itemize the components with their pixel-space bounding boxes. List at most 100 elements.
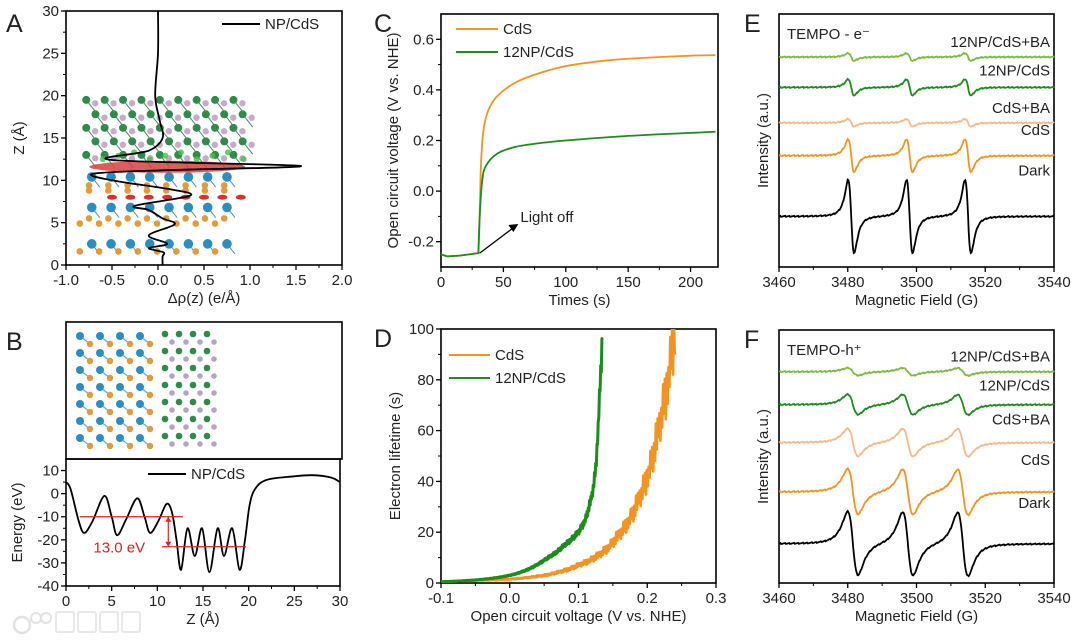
panel-letter: B	[6, 328, 23, 356]
light-off-label: Light off	[520, 209, 574, 226]
probe-title: TEMPO - e⁻	[787, 26, 870, 43]
cds-trace-label: CdS	[1021, 122, 1050, 139]
panel-letter: E	[744, 10, 761, 38]
x-tick-label: 3500	[900, 590, 933, 607]
panel-letter: A	[6, 10, 23, 38]
y-axis-title: Energy (eV)	[9, 482, 26, 562]
x-tick-label: 3460	[762, 274, 795, 291]
x-tick-label: 3540	[1037, 274, 1070, 291]
y-tick-label: 60	[417, 423, 434, 440]
cds-trace-label: CdS	[1021, 452, 1050, 469]
np-cds-legend-label: 12NP/CdS	[503, 44, 574, 61]
cds-epr-trace	[778, 467, 1055, 517]
y-tick-label: 30	[42, 3, 59, 20]
x-tick-label: 0.5	[194, 272, 215, 289]
y-tick-label: 20	[42, 88, 59, 105]
y-tick-label: 10	[42, 463, 59, 480]
x-tick-label: 0.2	[637, 590, 658, 607]
x-tick-label: 3480	[831, 274, 864, 291]
y-tick-label: 0.4	[413, 82, 434, 99]
y-tick-label: -20	[37, 532, 59, 549]
np-cds-lifetime-line	[441, 337, 604, 583]
probe-title: TEMPO-h⁺	[787, 342, 862, 359]
panel-c: 0 50 100 150 200 -0.2 0.0 0.2 0.4 0.6 Times (s) Ope…	[374, 10, 719, 309]
y-tick-label: 0	[426, 575, 434, 592]
panel-e: 3460 3480 3500 3520 3540 Magnetic Field (G) In…	[744, 10, 1071, 309]
y-tick-label: 40	[417, 473, 434, 490]
x-tick-label: 150	[616, 274, 641, 291]
y-axis-title: Electron lifetime (s)	[387, 392, 404, 520]
y-tick-label: 0.0	[413, 183, 434, 200]
y-tick-label: 0.2	[413, 133, 434, 150]
panel-letter: C	[374, 10, 392, 38]
dark-epr-trace	[778, 509, 1055, 578]
y-tick-label: 10	[42, 172, 59, 189]
x-axis-title: Δρ(z) (e/Å)	[168, 290, 241, 307]
x-tick-label: 50	[495, 274, 512, 291]
atomic-structure-illustration	[76, 95, 255, 255]
cds-ocv-line	[440, 54, 716, 258]
panel-f: 3460 3480 3500 3520 3540 Magnetic Field (G) In…	[744, 326, 1071, 625]
12np-cds-epr-trace	[778, 392, 1055, 417]
x-axis-title: Open circuit voltage (V vs. NHE)	[471, 608, 687, 625]
y-axis-title: Z (Å)	[11, 121, 28, 154]
cds-ba-epr-trace	[778, 117, 1055, 128]
12np-cds-trace-label: 12NP/CdS	[979, 378, 1050, 395]
cds-epr-trace	[778, 137, 1055, 174]
np-cds-legend-label: NP/CdS	[191, 466, 245, 483]
y-tick-label: 25	[42, 45, 59, 62]
cds-lifetime-line	[441, 329, 677, 583]
y-tick-label: 20	[417, 524, 434, 541]
y-axis-title: Intensity (a.u.)	[755, 93, 772, 188]
12np-cds-ba-epr-trace	[778, 51, 1055, 62]
x-axis-title: Z (Å)	[186, 611, 219, 628]
plot-frame	[440, 328, 717, 584]
np-cds-legend-label: 12NP/CdS	[495, 370, 566, 387]
arrow-head	[508, 223, 519, 232]
x-tick-label: -0.5	[99, 272, 125, 289]
x-tick-label: 5	[107, 593, 115, 610]
light-off-arrow	[479, 226, 515, 254]
y-tick-label: -0.2	[408, 234, 434, 251]
x-tick-label: 200	[678, 274, 703, 291]
plot-frame	[778, 13, 1055, 268]
x-tick-label: 0.0	[499, 590, 520, 607]
y-axis-title: Open circuit voltage (V vs. NHE)	[385, 33, 402, 249]
y-tick-label: 0	[51, 257, 59, 274]
x-tick-label: 3480	[831, 590, 864, 607]
x-tick-label: 3520	[969, 590, 1002, 607]
x-tick-label: 1.0	[240, 272, 261, 289]
y-tick-label: 100	[409, 321, 434, 338]
x-axis-title: Times (s)	[549, 292, 611, 309]
y-tick-label: 0.6	[413, 31, 434, 48]
x-tick-label: 0	[437, 274, 445, 291]
cds-ba-trace-label: CdS+BA	[992, 412, 1050, 429]
x-axis-title: Magnetic Field (G)	[855, 292, 978, 309]
x-tick-label: 3460	[762, 590, 795, 607]
np-cds-potential-line	[65, 474, 341, 574]
y-tick-label: 0	[51, 486, 59, 503]
x-tick-label: 0.3	[706, 590, 727, 607]
panel-letter: D	[374, 325, 392, 353]
x-tick-label: 3500	[900, 274, 933, 291]
x-tick-label: 20	[240, 593, 257, 610]
12np-cds-trace-label: 12NP/CdS	[979, 62, 1050, 79]
y-tick-label: 80	[417, 372, 434, 389]
y-tick-label: -40	[37, 578, 59, 595]
cds-legend-label: CdS	[503, 21, 532, 38]
x-tick-label: 100	[553, 274, 578, 291]
12np-cds-epr-trace	[778, 77, 1055, 97]
12np-cds-ba-trace-label: 12NP/CdS+BA	[950, 34, 1050, 51]
cds-ba-epr-trace	[778, 426, 1055, 459]
panel-a: -1.0 -0.5 0.0 0.5 1.0 1.5 2.0 0 5 10 15 20 25 30 Δρ(z)…	[6, 3, 352, 307]
panel-b: 0 5 10 15 20 25 30 -40 -30 -20 -10 0 10 Z (Å) Energy (…	[6, 321, 348, 628]
x-tick-label: 25	[286, 593, 303, 610]
energy-gap-label: 13.0 eV	[93, 540, 145, 557]
12np-cds-ba-epr-trace	[778, 366, 1055, 378]
y-tick-label: -10	[37, 509, 59, 526]
y-tick-label: 5	[51, 215, 59, 232]
dark-epr-trace	[778, 178, 1055, 255]
panel-letter: F	[744, 326, 759, 354]
np-cds-legend-label: NP/CdS	[265, 16, 319, 33]
